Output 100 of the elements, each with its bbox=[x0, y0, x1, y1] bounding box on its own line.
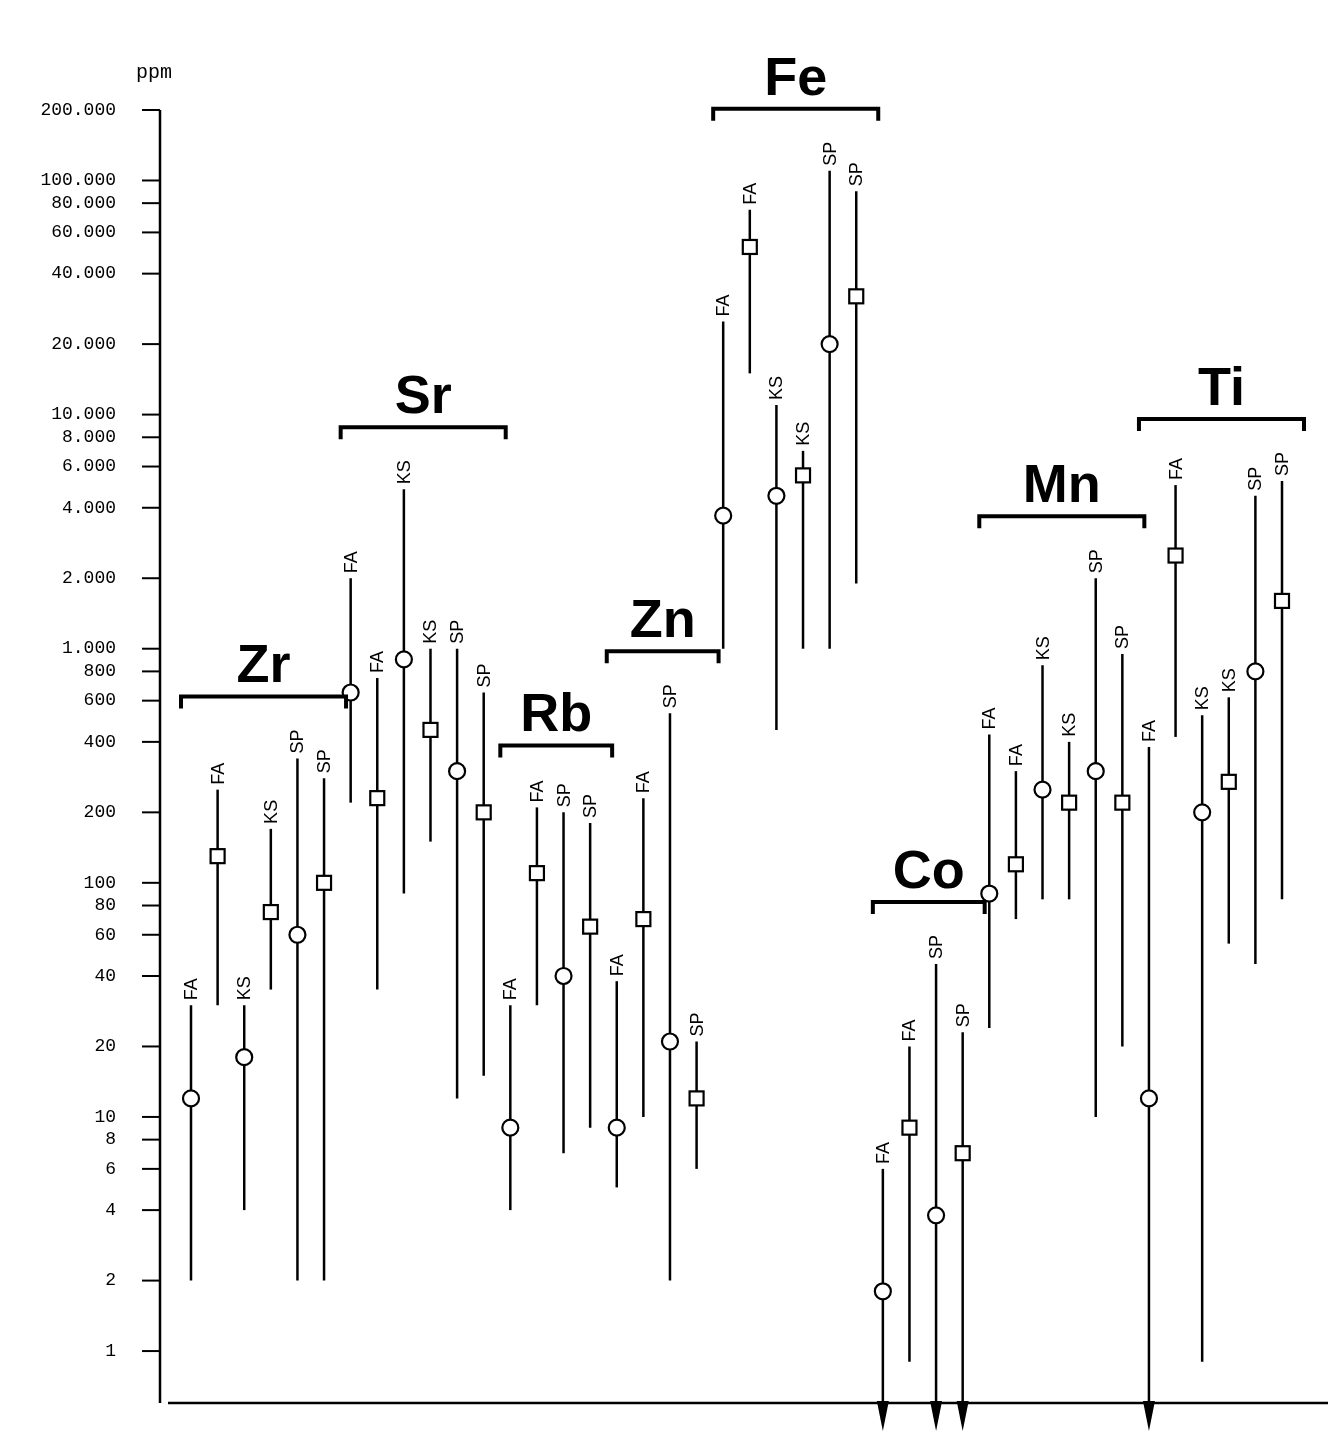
x-tick-label: SP bbox=[553, 783, 574, 808]
x-tick-label: FA bbox=[500, 978, 521, 1001]
point bbox=[1114, 794, 1131, 811]
x-tick-label: SP bbox=[1272, 452, 1292, 477]
y-tick-label: 40 bbox=[94, 965, 116, 986]
x-tick-label: SP bbox=[846, 162, 867, 187]
x-tick-label: FA bbox=[340, 551, 361, 574]
point bbox=[369, 790, 386, 807]
point bbox=[901, 1119, 918, 1136]
text: Fe bbox=[764, 45, 828, 106]
x-tick-label: FA bbox=[1138, 720, 1159, 743]
x-tick-label: SP bbox=[819, 141, 840, 166]
y-tick-label: 20 bbox=[94, 1036, 116, 1057]
y-tick-label: 80 bbox=[94, 895, 116, 916]
y-tick-label: 10 bbox=[94, 1106, 116, 1127]
point bbox=[688, 1090, 705, 1107]
y-tick-label: 60 bbox=[94, 924, 116, 945]
point bbox=[1167, 547, 1184, 564]
y-tick-label: 800 bbox=[83, 661, 116, 682]
x-tick-label: SP bbox=[926, 935, 947, 960]
point bbox=[582, 918, 599, 935]
point bbox=[448, 762, 467, 781]
point bbox=[1246, 662, 1265, 681]
annotation: Rb bbox=[520, 682, 593, 743]
x-tick-label: KS bbox=[234, 976, 255, 1001]
annotation: Ti bbox=[1197, 356, 1245, 417]
y-tick-label: 80.000 bbox=[51, 192, 116, 213]
x-tick-label: FA bbox=[633, 771, 654, 794]
x-tick-label: KS bbox=[793, 421, 814, 446]
x-tick-label: KS bbox=[1218, 668, 1239, 693]
y-tick-label: 60.000 bbox=[51, 222, 116, 243]
y-tick-label: 1.000 bbox=[61, 638, 116, 659]
annotation: Zn bbox=[629, 588, 696, 649]
x-tick-label: SP bbox=[659, 684, 680, 709]
x-tick-label: FA bbox=[526, 780, 547, 803]
point bbox=[1007, 856, 1024, 873]
point bbox=[1273, 592, 1291, 610]
x-tick-label: SP bbox=[447, 619, 468, 644]
y-tick-label: 8.000 bbox=[61, 427, 116, 448]
x-tick-label: FA bbox=[899, 1019, 920, 1042]
y-tick-label: 100.000 bbox=[40, 170, 116, 191]
x-tick-label: KS bbox=[260, 799, 281, 824]
x-tick-label: FA bbox=[979, 707, 1000, 730]
point bbox=[1033, 780, 1052, 799]
point bbox=[422, 721, 439, 738]
y-tick-label: 600 bbox=[83, 690, 116, 711]
x-tick-label: KS bbox=[1192, 686, 1213, 711]
point bbox=[235, 1048, 254, 1067]
annotation: Sr bbox=[394, 364, 452, 425]
point bbox=[262, 903, 279, 921]
y-tick-label: 4.000 bbox=[61, 497, 116, 518]
annotation: Co bbox=[892, 839, 965, 900]
x-tick-label: FA bbox=[739, 182, 760, 205]
annotation: Zr bbox=[236, 633, 291, 694]
annotation: Mn bbox=[1022, 453, 1101, 514]
x-tick-label: FA bbox=[207, 762, 228, 785]
x-tick-label: KS bbox=[393, 460, 414, 485]
x-tick-label: KS bbox=[766, 375, 787, 400]
x-tick-label: SP bbox=[1245, 466, 1266, 491]
x-tick-label: SP bbox=[952, 1003, 973, 1028]
y-tick-label: 40.000 bbox=[51, 263, 116, 284]
point bbox=[848, 288, 865, 305]
point bbox=[794, 467, 812, 484]
x-tick-label: FA bbox=[713, 294, 734, 317]
point bbox=[660, 1032, 680, 1051]
x-tick-label: KS bbox=[1032, 636, 1053, 661]
x-tick-label: FA bbox=[872, 1141, 893, 1164]
x-tick-label: SP bbox=[1085, 549, 1106, 574]
point bbox=[288, 925, 307, 944]
point bbox=[394, 650, 413, 669]
y-tick-label: 4 bbox=[105, 1199, 116, 1220]
point bbox=[635, 910, 652, 928]
point bbox=[1193, 803, 1212, 822]
point bbox=[209, 848, 226, 865]
point bbox=[1086, 762, 1105, 781]
y-tick-label: 1 bbox=[105, 1340, 116, 1361]
x-tick-label: SP bbox=[580, 794, 601, 819]
point bbox=[820, 335, 839, 354]
point bbox=[607, 1118, 626, 1137]
x-tick-label: KS bbox=[1059, 712, 1080, 737]
point bbox=[315, 874, 333, 891]
point bbox=[741, 238, 758, 256]
y-axis-title: ppm bbox=[136, 61, 173, 84]
y-tick-label: 100 bbox=[83, 872, 116, 893]
point bbox=[873, 1282, 892, 1301]
point bbox=[926, 1206, 946, 1225]
x-tick-label: FA bbox=[606, 954, 627, 977]
x-tick-label: FA bbox=[181, 978, 201, 1001]
y-tick-label: 200.000 bbox=[40, 99, 116, 120]
x-tick-label: SP bbox=[473, 663, 494, 688]
y-tick-label: 10.000 bbox=[51, 404, 116, 425]
y-tick-label: 200 bbox=[83, 802, 116, 823]
y-tick-label: 6.000 bbox=[61, 456, 116, 477]
x-tick-label: FA bbox=[367, 650, 388, 673]
point bbox=[1139, 1089, 1159, 1108]
y-tick-label: 6 bbox=[105, 1158, 116, 1179]
point bbox=[528, 865, 546, 882]
point bbox=[475, 804, 492, 821]
y-tick-label: 400 bbox=[83, 731, 116, 752]
point bbox=[501, 1118, 520, 1137]
